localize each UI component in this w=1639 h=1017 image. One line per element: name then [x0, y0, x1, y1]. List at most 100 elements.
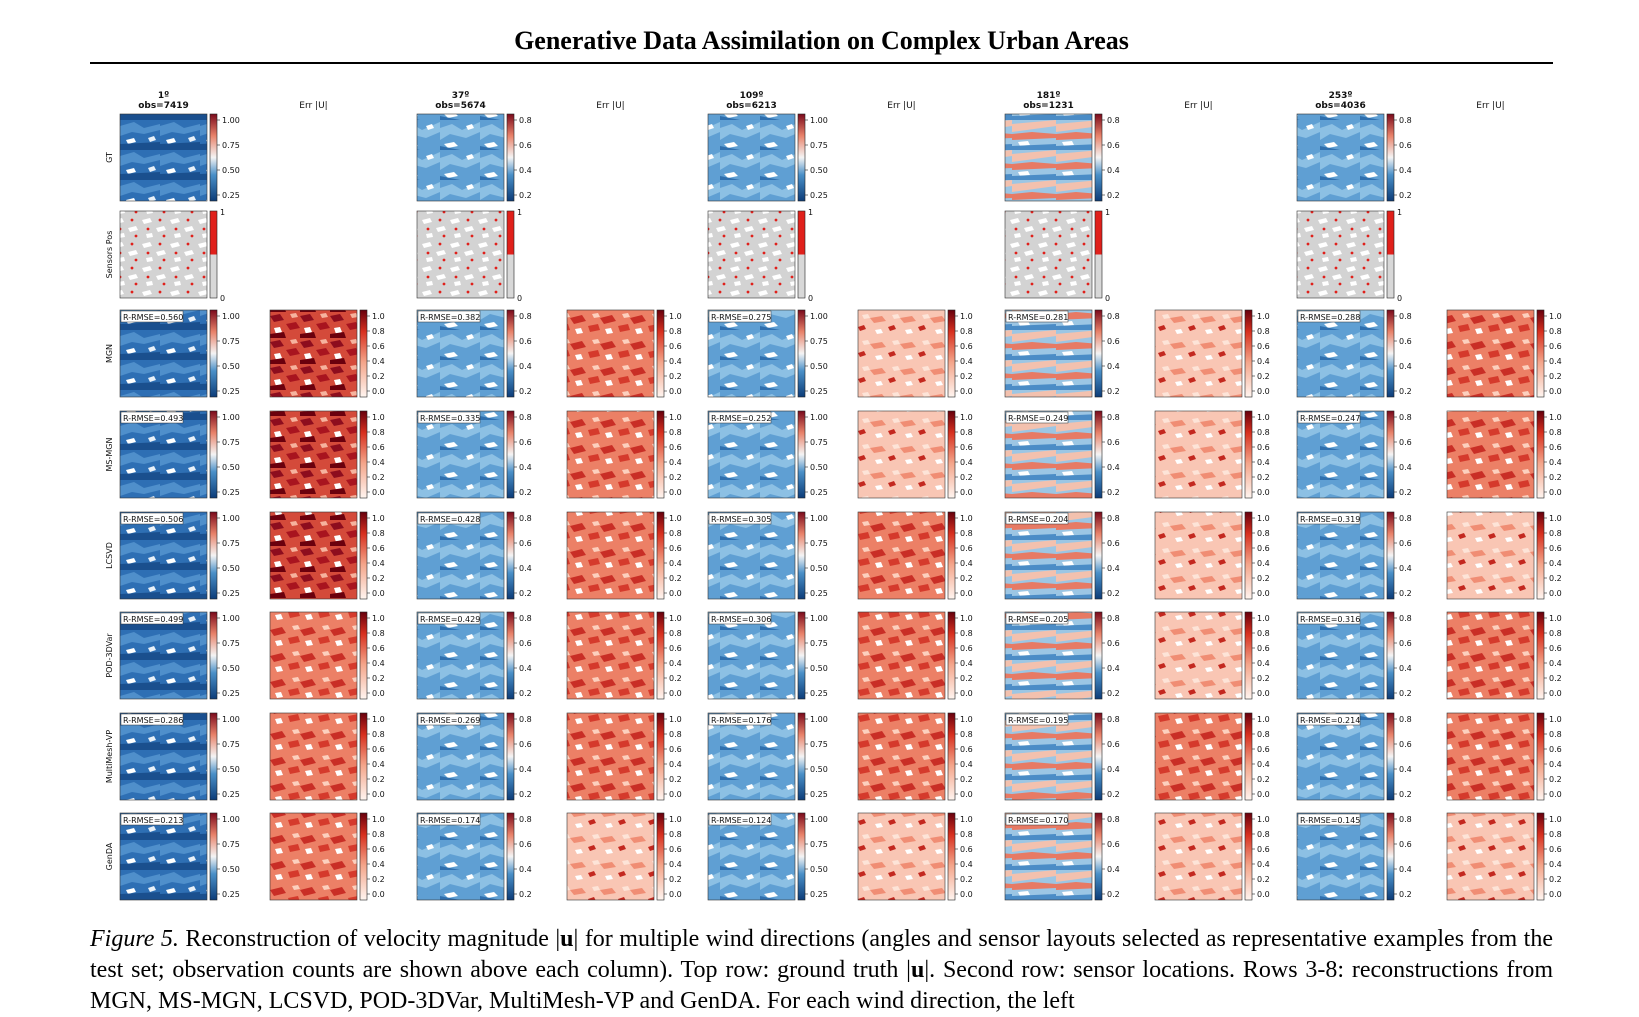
- err-tick-label: 0.0: [372, 790, 385, 799]
- err-tick-label: 0.4: [372, 559, 385, 568]
- rmse-label: R-RMSE=0.176: [711, 716, 771, 725]
- reconstruction-panel: [416, 309, 505, 398]
- recon-colorbar: [506, 611, 515, 700]
- recon-colorbar: [797, 812, 806, 901]
- reconstruction-panel: [1004, 511, 1093, 600]
- recon-tick-label: 0.50: [222, 463, 240, 472]
- rmse-badge: [708, 713, 772, 726]
- err-colorbar: [947, 611, 956, 700]
- gt-tick-label: 0.8: [1399, 116, 1412, 125]
- gt-tick-label: 0.75: [810, 141, 828, 150]
- reconstruction-panel: [1004, 611, 1093, 700]
- recon-tick-label: 0.8: [1107, 312, 1120, 321]
- gt-colorbar: [1386, 113, 1395, 202]
- recon-tick-label: 0.4: [1399, 362, 1412, 371]
- err-tick-label: 0.0: [1257, 890, 1270, 899]
- recon-tick-label: 0.2: [1399, 890, 1412, 899]
- err-tick-label: 0.4: [1257, 458, 1270, 467]
- err-colorbar: [1536, 309, 1545, 398]
- rmse-badge: [1005, 310, 1069, 323]
- err-tick-label: 0.8: [669, 529, 682, 538]
- err-colorbar: [1244, 812, 1253, 901]
- column-angle-label: 1º: [158, 91, 169, 101]
- err-colorbar: [359, 812, 368, 901]
- err-colorbar: [656, 712, 665, 801]
- err-colorbar: [947, 812, 956, 901]
- err-tick-label: 0.0: [960, 890, 973, 899]
- recon-tick-label: 0.6: [1107, 740, 1120, 749]
- err-tick-label: 0.0: [1549, 488, 1562, 497]
- recon-tick-label: 0.8: [519, 815, 532, 824]
- recon-colorbar: [1386, 712, 1395, 801]
- err-tick-label: 0.4: [960, 860, 973, 869]
- err-tick-label: 1.0: [669, 413, 682, 422]
- err-colorbar: [1536, 611, 1545, 700]
- err-tick-label: 0.4: [960, 458, 973, 467]
- reconstruction-panel: [416, 511, 505, 600]
- row-label: GT: [105, 152, 114, 163]
- recon-tick-label: 0.4: [519, 664, 532, 673]
- err-tick-label: 0.2: [960, 875, 973, 884]
- gt-velocity-panel: [1296, 113, 1385, 202]
- recon-tick-label: 0.6: [519, 639, 532, 648]
- err-tick-label: 0.2: [1257, 372, 1270, 381]
- rmse-label: R-RMSE=0.382: [420, 313, 480, 322]
- reconstruction-panel: [119, 712, 208, 801]
- sensor-positions-panel: [1296, 210, 1385, 299]
- rmse-label: R-RMSE=0.170: [1008, 816, 1068, 825]
- recon-tick-label: 1.00: [222, 715, 240, 724]
- recon-tick-label: 0.6: [1107, 639, 1120, 648]
- error-panel: [1154, 712, 1243, 801]
- err-tick-label: 0.2: [1549, 875, 1562, 884]
- err-tick-label: 1.0: [960, 614, 973, 623]
- sensor-positions-panel: [416, 210, 505, 299]
- err-tick-label: 0.4: [1257, 357, 1270, 366]
- gt-tick-label: 0.25: [810, 191, 828, 200]
- recon-tick-label: 0.75: [810, 740, 828, 749]
- error-panel: [1154, 410, 1243, 499]
- err-colorbar: [1536, 812, 1545, 901]
- sensor-positions-panel: [707, 210, 796, 299]
- reconstruction-panel: [707, 410, 796, 499]
- recon-colorbar: [209, 511, 218, 600]
- column-obs-label: obs=5674: [435, 101, 486, 111]
- recon-tick-label: 1.00: [222, 413, 240, 422]
- err-tick-label: 0.0: [960, 387, 973, 396]
- recon-tick-label: 0.25: [810, 790, 828, 799]
- err-tick-label: 1.0: [1549, 614, 1562, 623]
- err-tick-label: 0.4: [372, 458, 385, 467]
- err-tick-label: 0.6: [1549, 845, 1562, 854]
- recon-colorbar: [209, 410, 218, 499]
- error-panel: [1446, 309, 1535, 398]
- recon-tick-label: 0.6: [1399, 840, 1412, 849]
- err-tick-label: 0.6: [1257, 443, 1270, 452]
- err-tick-label: 0.4: [1549, 458, 1562, 467]
- err-colorbar: [1244, 309, 1253, 398]
- recon-tick-label: 0.4: [1107, 865, 1120, 874]
- err-tick-label: 0.6: [372, 342, 385, 351]
- rmse-label: R-RMSE=0.493: [123, 414, 183, 423]
- err-tick-label: 0.2: [372, 875, 385, 884]
- err-tick-label: 0.6: [960, 342, 973, 351]
- recon-tick-label: 0.8: [1399, 514, 1412, 523]
- recon-tick-label: 0.75: [222, 639, 240, 648]
- recon-tick-label: 0.4: [519, 865, 532, 874]
- err-tick-label: 0.0: [1257, 589, 1270, 598]
- rmse-label: R-RMSE=0.335: [420, 414, 480, 423]
- err-colorbar: [359, 712, 368, 801]
- err-tick-label: 0.2: [960, 574, 973, 583]
- err-colorbar: [656, 611, 665, 700]
- err-tick-label: 0.8: [372, 529, 385, 538]
- err-tick-label: 0.8: [1257, 327, 1270, 336]
- gt-tick-label: 0.2: [1399, 191, 1412, 200]
- err-tick-label: 1.0: [372, 413, 385, 422]
- recon-tick-label: 0.4: [1399, 463, 1412, 472]
- figure-label: Figure 5.: [90, 926, 179, 952]
- err-tick-label: 0.8: [372, 428, 385, 437]
- recon-tick-label: 0.50: [810, 765, 828, 774]
- err-tick-label: 0.4: [960, 659, 973, 668]
- recon-tick-label: 0.8: [1399, 715, 1412, 724]
- row-label: LCSVD: [105, 542, 114, 569]
- row-label: MS-MGN: [105, 438, 114, 472]
- sensor-tick-label: 1: [1105, 208, 1110, 217]
